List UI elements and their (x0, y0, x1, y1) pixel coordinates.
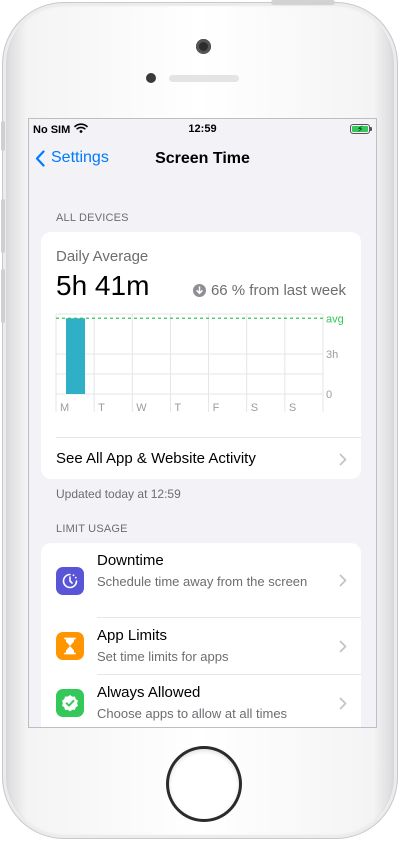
front-camera (196, 39, 211, 54)
day-label: M (60, 402, 69, 414)
app-limits-title: App Limits (97, 627, 168, 644)
always-allowed-title: Always Allowed (97, 684, 201, 701)
power-button (271, 0, 335, 5)
y-tick-label: 3h (326, 349, 338, 361)
updated-text: Updated today at 12:59 (56, 487, 181, 501)
always-allowed-row[interactable]: Always Allowed Choose apps to allow at a… (41, 675, 361, 727)
chevron-right-icon (339, 697, 347, 710)
status-bar: No SIM 12:59 ⚡ (29, 119, 376, 139)
average-label: avg (326, 313, 344, 325)
chevron-left-icon (35, 149, 45, 167)
back-button-label: Settings (51, 149, 109, 166)
day-label: S (251, 402, 258, 414)
wifi-icon (74, 123, 89, 136)
day-label: T (98, 402, 105, 414)
chevron-right-icon (339, 640, 347, 653)
weekly-change: 66 % from last week (192, 282, 346, 299)
hourglass-icon (56, 632, 84, 660)
checkmark-seal-icon (56, 689, 84, 717)
screen: No SIM 12:59 ⚡ Settings Screen Time ALL … (28, 118, 377, 728)
always-allowed-subtitle: Choose apps to allow at all times (97, 706, 288, 721)
navigation-bar: Settings Screen Time (29, 139, 376, 183)
status-time: 12:59 (188, 123, 217, 135)
day-label: T (174, 402, 181, 414)
divider (56, 437, 361, 438)
chevron-right-icon (339, 574, 347, 587)
back-button[interactable]: Settings (35, 149, 109, 167)
day-label: S (289, 402, 296, 414)
proximity-sensor (146, 73, 156, 83)
daily-average-value: 5h 41m (56, 270, 150, 301)
limit-usage-header: LIMIT USAGE (56, 523, 128, 535)
app-limits-row[interactable]: App Limits Set time limits for apps (41, 618, 361, 675)
downtime-row[interactable]: Downtime Schedule time away from the scr… (41, 543, 361, 618)
downtime-title: Downtime (97, 552, 164, 569)
carrier-label: No SIM (33, 123, 71, 136)
mute-switch (1, 121, 5, 151)
daily-average-card: Daily Average 5h 41m 66 % from last week… (41, 232, 361, 479)
volume-up-button (1, 199, 5, 253)
chevron-right-icon (339, 453, 347, 466)
see-all-activity-row[interactable]: See All App & Website Activity (41, 438, 361, 479)
downtime-icon (56, 567, 84, 595)
battery-charging-icon: ⚡ (350, 124, 372, 134)
divider (97, 617, 361, 618)
arrow-down-circle-icon (192, 284, 206, 297)
usage-chart[interactable]: avg 3h 0 M T W T F S S (41, 312, 361, 432)
earpiece-speaker (169, 75, 239, 82)
limit-usage-card: Downtime Schedule time away from the scr… (41, 543, 361, 727)
daily-average-label: Daily Average (56, 248, 149, 265)
app-limits-subtitle: Set time limits for apps (97, 649, 229, 664)
volume-down-button (1, 269, 5, 323)
y-tick-label: 0 (326, 389, 332, 401)
divider (97, 674, 361, 675)
all-devices-header: ALL DEVICES (56, 212, 129, 224)
home-button[interactable] (169, 749, 239, 819)
weekly-change-text: 66 % from last week (210, 282, 346, 299)
downtime-subtitle: Schedule time away from the screen (97, 574, 308, 589)
day-label: F (213, 402, 220, 414)
usage-bar (66, 318, 85, 394)
see-all-activity-label: See All App & Website Activity (56, 450, 256, 467)
day-label: W (136, 402, 147, 414)
